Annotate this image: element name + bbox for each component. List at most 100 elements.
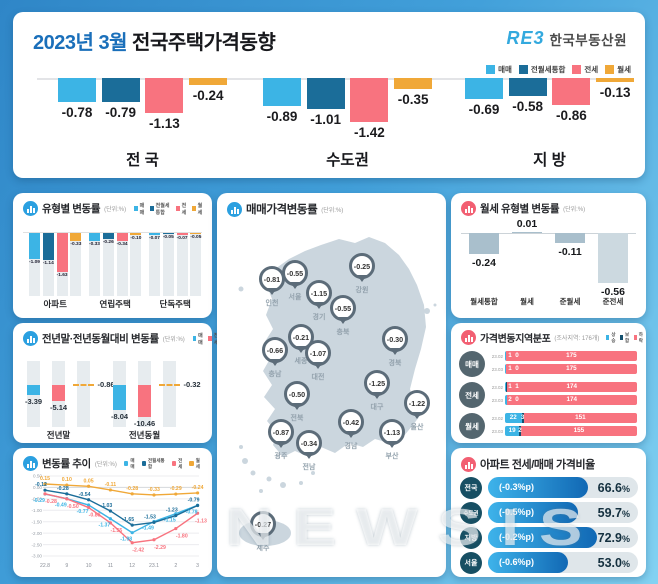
dist-count: 155 [573, 427, 585, 434]
gray-column [77, 361, 90, 427]
ratio-value: 72.9% [598, 527, 630, 550]
ratio-value: 53.0% [598, 552, 630, 575]
dist-count: 151 [575, 414, 586, 421]
legend-swatch [123, 461, 129, 466]
dist-segment [505, 364, 637, 374]
ratio-value-number: 66.6 [597, 481, 622, 495]
data-point [43, 492, 47, 496]
x-tick-label: 11 [108, 563, 113, 569]
point-label: -1.13 [195, 518, 207, 524]
map-region-label: 경북 [388, 360, 402, 367]
reb-logo: RE3 한국부동산원 [506, 28, 627, 49]
panel-map: 매매가격변동률 (단위:%) -0.55 서울 -0.81 인천 -1.15 경기 -0.2… [217, 193, 446, 577]
gray-column [102, 233, 114, 296]
legend-label: 매매 [498, 65, 512, 74]
panel-legend: 매매 전월세통합 전세 월세 [130, 202, 204, 216]
bar-value: -0.33 [70, 241, 82, 247]
bar-value: -10.46 [133, 418, 156, 428]
row-circle: 지방 [460, 527, 482, 549]
category-label: 월세 [520, 297, 534, 306]
dist-count: 1 [508, 352, 512, 359]
legend-item: 월세 [189, 458, 204, 470]
legend-item: 전세 [572, 64, 598, 75]
category-label: 월세통합 [470, 297, 498, 306]
panel-header: 아파트 전세/매매 가격비율 [461, 456, 638, 472]
legend-swatch [633, 335, 637, 340]
overview-bar-chart: -0.78 -0.79 -1.13 -0.24 전 국 -0.89 -1.01 -1.42 -0… [13, 12, 645, 178]
gray-column [163, 361, 176, 427]
category-label: 연립주택 [99, 299, 131, 309]
legend-label: 전월세통합 [148, 457, 165, 469]
bar [149, 233, 160, 235]
data-point [174, 492, 178, 496]
point-label: -0.28 [126, 486, 138, 492]
bar [508, 78, 547, 96]
page-title: 2023년 3월 전국주택가격동향 [33, 26, 276, 55]
dist-segment [505, 413, 522, 423]
page-title-period: 2023년 3월 [33, 32, 127, 54]
bar-value: -8.04 [110, 411, 129, 421]
point-label: -0.50 [67, 504, 79, 510]
point-label: 0.05 [84, 478, 94, 484]
ratio-value-number: 59.7 [597, 506, 622, 520]
legend-swatch [620, 335, 624, 340]
row-circle: 월세 [459, 413, 485, 439]
legend-item: 전월세통합 [150, 202, 172, 216]
legend-item: 전월세통합 [141, 457, 169, 470]
data-point [65, 483, 69, 487]
panel-trend: 변동률 추이 (단위:%) 매매 전월세통합 전세 월세 0.50 0.00 -0.50-… [13, 448, 212, 577]
data-point [87, 505, 91, 510]
y-tick-label: 0.00 [33, 485, 42, 490]
bar [116, 233, 128, 242]
legend-swatch [208, 336, 212, 341]
y-tick-label: -1.50 [32, 519, 43, 524]
dist-count: 0 [515, 396, 519, 403]
trend-svg: 0.500.00-0.50-1.00-1.50-2.00-2.50-3.0022… [32, 474, 208, 569]
legend-swatch [518, 65, 528, 74]
bar [70, 233, 82, 241]
point-label: -1.03 [100, 503, 112, 509]
gray-column [176, 233, 188, 296]
legend-label: 전세 [214, 332, 220, 346]
panel-unit: (단위:%) [162, 337, 185, 343]
bar [56, 233, 68, 273]
point-label: -1.55 [110, 528, 122, 534]
bar [552, 78, 591, 105]
point-label: -1.98 [120, 537, 132, 543]
data-point [65, 497, 69, 501]
data-point [108, 521, 112, 525]
legend-label: 매매 [198, 332, 203, 346]
point-label: -1.15 [164, 518, 176, 524]
panel-unit: (단위:%) [321, 207, 344, 214]
point-label: -1.65 [122, 517, 134, 523]
map-pin: -0.34 [296, 430, 322, 456]
map-region-label: 경기 [312, 314, 326, 321]
panel-distribution: 가격변동지역분포 (조사지역: 176개) 상승 보합 하락 매매 23.02 1 0 17… [451, 323, 646, 443]
dist-segment [505, 364, 506, 374]
legend-item: 상승 [606, 332, 617, 344]
x-tick-label: 2 [174, 563, 177, 569]
x-tick-label: 23.1 [149, 563, 159, 569]
map-region-label: 충북 [336, 329, 350, 336]
dist-segment [505, 351, 637, 361]
panel-title: 매매가격변동률 [246, 204, 318, 216]
distribution-chart: 매매 23.02 1 0 175 23.03 1 0 175 전세 23.02 1 1 174 23.03 2… [451, 323, 646, 443]
data-point [130, 523, 134, 527]
legend-label: 매매 [139, 202, 145, 216]
point-label: -0.28 [57, 486, 69, 492]
map-pin: -0.27 [250, 511, 276, 537]
legend-item: 전월세통합 [518, 64, 565, 75]
x-tick-label: 12 [129, 563, 135, 569]
category-label: 준전세 [602, 297, 624, 306]
ratio-change: (-0.2%p) [499, 532, 535, 542]
dist-bar: 22 3 151 [505, 413, 637, 423]
panel-title: 가격변동지역분포 [480, 334, 551, 345]
bar-value: -0.07 [176, 235, 188, 241]
reb-logo-mark: RE3 [506, 28, 545, 48]
bar-chart-icon [227, 201, 242, 217]
dist-count: 1 [508, 383, 512, 390]
gray-column [162, 233, 174, 296]
bar [596, 78, 635, 83]
panel-title: 변동률 추이 [42, 458, 91, 470]
dist-count: 175 [566, 352, 577, 359]
